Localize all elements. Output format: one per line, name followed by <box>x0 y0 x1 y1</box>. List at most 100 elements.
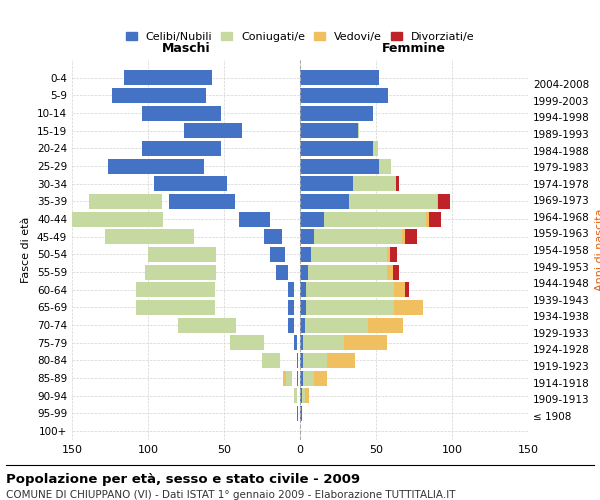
Bar <box>294 388 297 404</box>
Bar <box>300 406 302 421</box>
Bar <box>195 247 206 262</box>
Bar <box>373 141 377 156</box>
Bar <box>405 229 417 244</box>
Bar <box>109 158 204 174</box>
Bar <box>328 353 355 368</box>
Bar <box>393 264 399 280</box>
Bar <box>154 176 227 191</box>
Text: COMUNE DI CHIUPPANO (VI) - Dati ISTAT 1° gennaio 2009 - Elaborazione TUTTITALIA.: COMUNE DI CHIUPPANO (VI) - Dati ISTAT 1°… <box>6 490 455 500</box>
Bar <box>197 282 204 298</box>
Bar <box>300 318 305 332</box>
Legend: Celibi/Nubili, Coniugati/e, Vedovi/e, Divorziati/e: Celibi/Nubili, Coniugati/e, Vedovi/e, Di… <box>121 28 479 46</box>
Bar <box>300 158 379 174</box>
Text: Maschi: Maschi <box>161 42 211 54</box>
Bar <box>269 247 285 262</box>
Bar <box>300 229 314 244</box>
Bar <box>439 194 451 209</box>
Bar <box>297 353 298 368</box>
Bar <box>300 212 325 226</box>
Bar <box>358 123 359 138</box>
Bar <box>57 212 163 226</box>
Bar <box>297 406 298 421</box>
Bar <box>124 70 212 85</box>
Bar <box>142 141 221 156</box>
Bar <box>300 194 349 209</box>
Bar <box>300 300 306 315</box>
Bar <box>300 176 353 191</box>
Bar <box>262 353 280 368</box>
Bar <box>389 247 397 262</box>
Bar <box>239 212 269 226</box>
Bar <box>275 264 288 280</box>
Bar <box>286 370 292 386</box>
Bar <box>142 106 221 120</box>
Bar <box>300 123 358 138</box>
Bar <box>152 194 157 209</box>
Bar <box>300 70 379 85</box>
Bar <box>145 264 217 280</box>
Bar <box>215 141 218 156</box>
Bar <box>314 229 402 244</box>
Bar <box>184 123 242 138</box>
Bar <box>303 353 328 368</box>
Bar <box>437 194 439 209</box>
Bar <box>302 388 305 404</box>
Bar <box>136 300 215 315</box>
Bar <box>300 353 303 368</box>
Bar <box>230 336 263 350</box>
Bar <box>305 388 309 404</box>
Bar <box>300 282 306 298</box>
Bar <box>300 388 302 404</box>
Bar <box>212 318 224 332</box>
Bar <box>394 300 423 315</box>
Bar <box>300 88 388 103</box>
Bar <box>305 318 368 332</box>
Bar <box>169 229 181 244</box>
Bar <box>303 370 314 386</box>
Bar <box>300 370 303 386</box>
Bar <box>288 300 294 315</box>
Bar <box>186 158 195 174</box>
Y-axis label: Anni di nascita: Anni di nascita <box>595 209 600 291</box>
Bar <box>239 123 241 138</box>
Text: Femmine: Femmine <box>382 42 446 54</box>
Bar <box>172 176 200 191</box>
Text: Popolazione per età, sesso e stato civile - 2009: Popolazione per età, sesso e stato civil… <box>6 472 360 486</box>
Bar <box>214 264 215 280</box>
Bar <box>283 370 288 386</box>
Bar <box>148 247 217 262</box>
Bar <box>136 282 215 298</box>
Bar <box>306 300 394 315</box>
Bar <box>106 229 194 244</box>
Bar <box>297 370 298 386</box>
Bar <box>379 158 391 174</box>
Bar <box>402 229 405 244</box>
Bar <box>169 194 235 209</box>
Bar <box>300 264 308 280</box>
Bar <box>303 336 344 350</box>
Bar <box>209 282 212 298</box>
Bar <box>394 282 405 298</box>
Bar <box>405 282 409 298</box>
Bar <box>368 318 403 332</box>
Bar <box>288 318 294 332</box>
Bar <box>288 282 294 298</box>
Bar <box>178 318 236 332</box>
Bar <box>294 336 297 350</box>
Bar <box>349 194 437 209</box>
Bar <box>112 88 206 103</box>
Bar <box>197 264 206 280</box>
Bar <box>311 247 386 262</box>
Bar <box>396 176 399 191</box>
Bar <box>300 141 373 156</box>
Bar <box>191 176 195 191</box>
Bar <box>353 176 396 191</box>
Bar <box>300 336 303 350</box>
Bar <box>325 212 426 226</box>
Bar <box>242 336 253 350</box>
Bar <box>300 247 311 262</box>
Bar <box>139 212 151 226</box>
Bar <box>308 264 386 280</box>
Bar <box>194 300 204 315</box>
Bar <box>386 247 389 262</box>
